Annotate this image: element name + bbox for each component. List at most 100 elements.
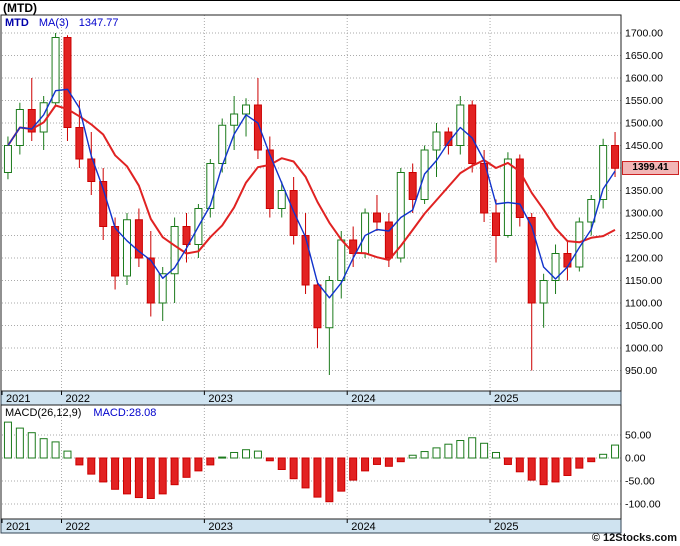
candle-body: [539, 280, 548, 304]
candle-body: [599, 145, 608, 200]
macd-bar: [349, 457, 358, 481]
macd-bar: [599, 453, 608, 459]
candle-body: [492, 212, 501, 236]
watermark-link[interactable]: © 12Stocks.com: [591, 532, 677, 544]
macd-bar: [575, 457, 584, 469]
candle-body: [313, 284, 322, 329]
year-label: 2025: [494, 521, 518, 533]
chart-legend: MTD MA(3) 1347.77: [5, 17, 119, 29]
macd-bar: [384, 457, 393, 467]
candle-body: [503, 158, 512, 236]
macd-bar: [456, 440, 465, 459]
candle-body: [337, 239, 346, 281]
candle-body: [87, 158, 96, 182]
candle-body: [206, 163, 215, 209]
price-tick-label: 1100.00: [625, 298, 662, 310]
candle-body: [301, 235, 310, 286]
price-tick-label: 1700.00: [625, 28, 663, 40]
macd-bar: [527, 457, 536, 481]
macd-bar: [218, 456, 227, 459]
price-tick-label: 1650.00: [625, 50, 663, 62]
macd-bar: [432, 447, 441, 459]
candle-body: [563, 253, 572, 268]
candle-body: [111, 226, 120, 277]
macd-bar: [563, 457, 572, 476]
macd-bar: [515, 457, 524, 473]
macd-tick-label: 50.00: [625, 430, 651, 442]
macd-bar: [146, 457, 155, 499]
year-label: 2023: [208, 393, 232, 405]
macd-bar: [551, 457, 560, 483]
macd-bar: [87, 457, 96, 475]
macd-bar: [182, 457, 191, 478]
price-tick-label: 1450.00: [625, 140, 663, 152]
macd-bar: [420, 451, 429, 459]
year-label: 2023: [208, 521, 232, 533]
macd-bar: [230, 451, 239, 459]
macd-bar: [3, 421, 12, 459]
price-panel-border: [0, 14, 622, 392]
macd-bar: [122, 457, 131, 495]
macd-bar: [15, 427, 24, 459]
price-tick-label: 1600.00: [625, 73, 663, 85]
candle-body: [3, 145, 12, 173]
macd-bar: [51, 441, 60, 459]
macd-bar: [301, 457, 310, 489]
candle-body: [230, 113, 239, 126]
macd-bar: [361, 457, 370, 472]
macd-bar: [277, 457, 286, 470]
macd-bar: [27, 432, 36, 459]
price-tick-label: 1550.00: [625, 95, 663, 107]
candle-body: [158, 273, 167, 304]
candle-body: [527, 217, 536, 304]
macd-tick-label: 0.00: [625, 453, 646, 465]
candle-body: [361, 212, 370, 254]
macd-bar: [372, 457, 381, 465]
macd-bar: [396, 457, 405, 463]
macd-bar: [265, 457, 274, 462]
price-tick-label: 1300.00: [625, 208, 663, 220]
price-tick-label: 1200.00: [625, 253, 663, 265]
macd-bar: [313, 457, 322, 498]
year-label: 2025: [494, 393, 518, 405]
candle-body: [182, 226, 191, 245]
macd-bar: [194, 457, 203, 472]
candle-body: [75, 127, 84, 160]
candle-body: [122, 219, 131, 277]
year-label: 2024: [351, 521, 375, 533]
price-tick-label: 1350.00: [625, 185, 663, 197]
macd-tick-label: -50.00: [625, 476, 655, 488]
year-label: 2022: [66, 521, 90, 533]
price-tick-label: 1050.00: [625, 320, 663, 332]
candle-body: [51, 37, 60, 104]
macd-bar: [39, 438, 48, 459]
candle-body: [63, 37, 72, 128]
macd-params-label: MACD(26,12,9): [5, 407, 82, 419]
candle-body: [611, 145, 620, 169]
macd-bar: [170, 457, 179, 486]
ma-slow-line: [7, 104, 616, 261]
candle-body: [218, 124, 227, 164]
macd-bar: [134, 457, 143, 499]
candle-body: [480, 163, 489, 214]
price-tick-label: 1000.00: [625, 343, 663, 355]
last-price-badge: 1399.41: [622, 161, 679, 175]
candle-body: [265, 149, 274, 209]
macd-bar: [99, 457, 108, 483]
macd-bar: [242, 449, 251, 459]
macd-bar: [408, 454, 417, 459]
year-label: 2024: [351, 393, 375, 405]
macd-bar: [289, 457, 298, 480]
macd-bar: [480, 442, 489, 459]
macd-bar: [444, 443, 453, 459]
macd-bar: [337, 457, 346, 492]
candle-body: [587, 199, 596, 223]
year-label: 2021: [6, 393, 30, 405]
macd-bar: [206, 457, 215, 466]
year-label: 2022: [66, 393, 90, 405]
candle-body: [432, 131, 441, 151]
candle-body: [277, 190, 286, 209]
macd-bar: [468, 437, 477, 459]
legend-ma-value: 1347.77: [78, 17, 119, 29]
